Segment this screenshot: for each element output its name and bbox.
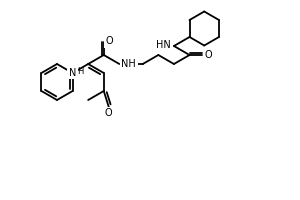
Text: H: H: [77, 67, 83, 76]
Text: O: O: [204, 50, 212, 60]
Text: NH: NH: [122, 59, 136, 69]
Text: HN: HN: [156, 40, 171, 50]
Text: N: N: [69, 68, 76, 78]
Text: O: O: [106, 36, 114, 46]
Text: O: O: [105, 108, 112, 118]
